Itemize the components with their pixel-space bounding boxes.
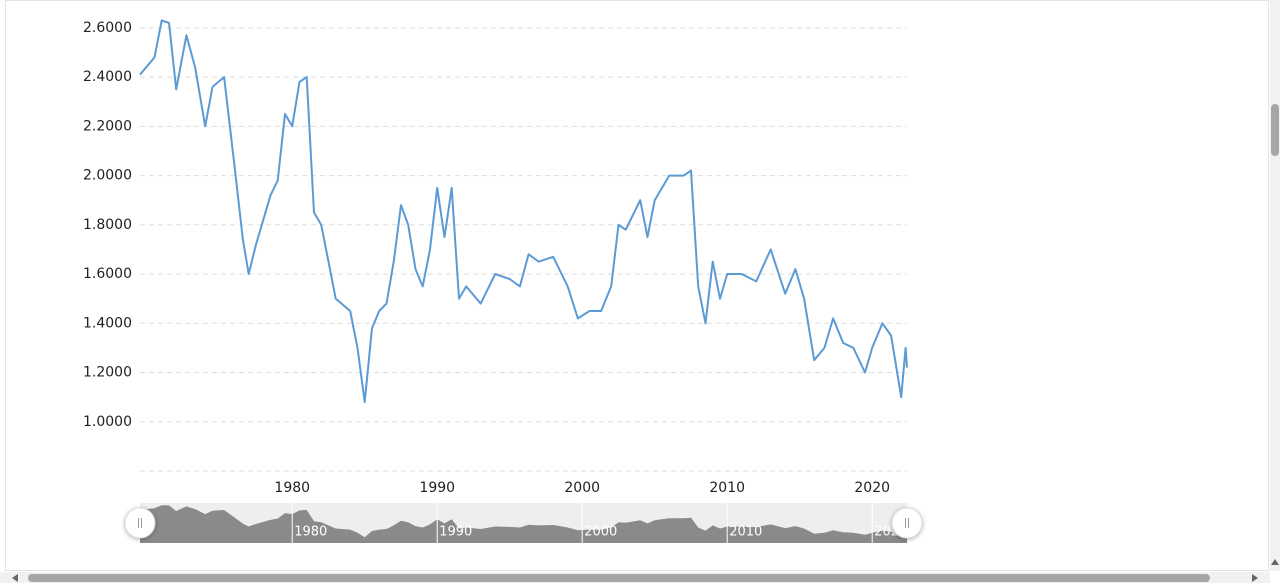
y-tick-label: 2.6000 <box>83 20 132 36</box>
y-tick-label: 1.2000 <box>83 365 132 381</box>
y-tick-label: 2.4000 <box>83 69 132 85</box>
navigator-label: 1980 <box>294 525 327 540</box>
y-tick-label: 2.2000 <box>83 118 132 134</box>
y-tick-label: 2.0000 <box>83 168 132 184</box>
x-tick-label: 1980 <box>274 480 310 496</box>
x-tick-label: 2020 <box>854 480 890 496</box>
navigator-area <box>140 505 907 543</box>
x-tick-label: 1990 <box>419 480 455 496</box>
v-scroll-thumb[interactable] <box>1271 104 1279 156</box>
h-scroll-thumb[interactable] <box>28 574 1210 582</box>
navigator-label: 1990 <box>439 525 472 540</box>
navigator-handle[interactable] <box>891 507 923 539</box>
navigator-label: 2000 <box>584 525 617 540</box>
y-tick-label: 1.0000 <box>83 414 132 430</box>
v-scrollbar <box>1270 0 1280 571</box>
y-tick-label: 1.8000 <box>83 217 132 233</box>
scroll-down-arrow[interactable] <box>1271 559 1279 565</box>
x-tick-label: 2010 <box>709 480 745 496</box>
scroll-right-arrow[interactable] <box>1252 574 1258 582</box>
handle-knob <box>891 507 923 539</box>
navigator: 1980 1990 2000 2010 2020 <box>140 503 907 543</box>
y-tick-label: 1.4000 <box>83 315 132 331</box>
x-tick-label: 2000 <box>564 480 600 496</box>
navigator-label: 2010 <box>729 525 762 540</box>
navigator-handle[interactable] <box>124 507 156 539</box>
scroll-left-arrow[interactable] <box>12 574 18 582</box>
handle-knob <box>124 507 156 539</box>
frame <box>5 0 1269 571</box>
y-tick-label: 1.6000 <box>83 266 132 282</box>
series-line <box>139 19 908 404</box>
